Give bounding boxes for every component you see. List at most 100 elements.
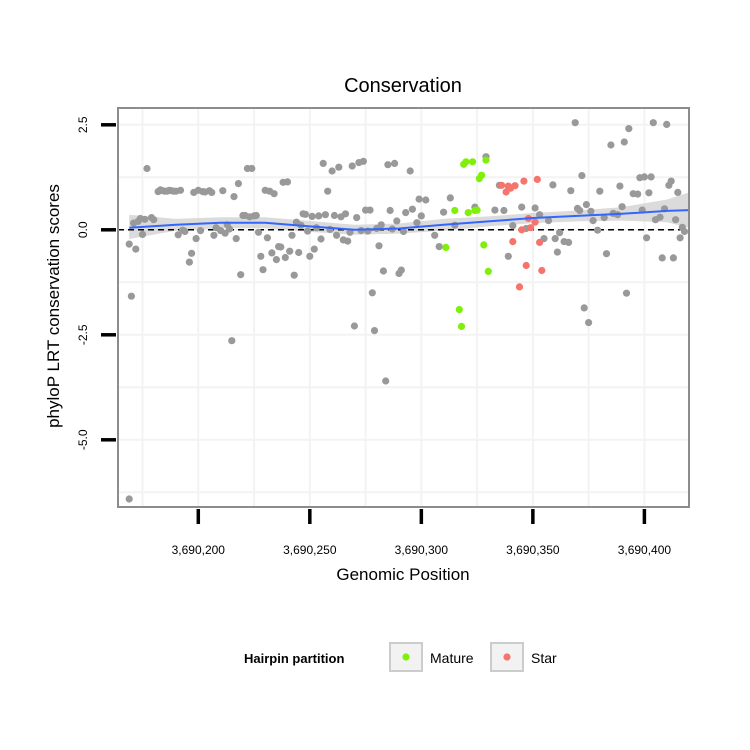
point-other (417, 212, 425, 220)
point-other (669, 254, 678, 262)
point-other (618, 203, 626, 211)
point-other (415, 195, 423, 203)
point-other (393, 217, 401, 225)
point-other (248, 164, 256, 173)
y-tick-label: 2.5 (76, 116, 90, 133)
point-mature (482, 156, 490, 164)
point-other (317, 235, 325, 243)
panel-gridlines (118, 108, 689, 507)
point-other (576, 206, 584, 215)
point-other (234, 180, 242, 188)
point-other (315, 212, 323, 220)
point-other (350, 322, 358, 330)
point-mature (484, 267, 492, 275)
point-other (580, 304, 588, 312)
point-other (150, 216, 158, 224)
point-other (286, 247, 294, 255)
point-other (553, 248, 562, 256)
y-tick-label: -2.5 (76, 324, 90, 345)
point-other (594, 226, 602, 234)
point-other (288, 231, 296, 239)
legend-marker-star (503, 653, 511, 661)
point-other (295, 248, 303, 257)
point-other (141, 215, 149, 223)
chart-title: Conservation (344, 75, 462, 97)
point-mature (462, 158, 470, 166)
point-other (549, 181, 557, 189)
point-other (181, 227, 189, 236)
point-other (422, 196, 430, 204)
point-star (498, 181, 506, 189)
point-other (125, 240, 133, 248)
point-other (254, 228, 263, 236)
point-other (232, 235, 240, 243)
point-other (330, 211, 338, 220)
point-other (308, 212, 316, 220)
point-other (370, 327, 379, 335)
point-other (353, 214, 361, 222)
point-other (188, 249, 196, 257)
point-other (384, 161, 392, 169)
point-mature (469, 158, 477, 166)
point-star (536, 238, 544, 246)
point-other (531, 204, 539, 212)
point-other (230, 193, 238, 201)
point-other (571, 119, 579, 127)
point-star (527, 224, 535, 232)
point-other (408, 205, 416, 213)
point-other (138, 230, 147, 238)
legend-marker-mature (402, 653, 410, 661)
point-other (375, 242, 383, 250)
point-other (518, 203, 526, 211)
point-other (551, 235, 559, 243)
point-other (348, 162, 356, 170)
point-other (333, 231, 341, 239)
point-other (268, 249, 276, 257)
point-other (620, 138, 628, 146)
point-other (656, 213, 664, 221)
point-other (277, 243, 285, 251)
point-star (520, 177, 528, 185)
point-other (565, 238, 573, 246)
point-other (237, 271, 245, 279)
point-star (522, 261, 530, 270)
point-other (663, 120, 671, 128)
point-other (451, 221, 459, 229)
axes: 3,690,200 3,690,250 3,690,300 3,690,350 3,69… (76, 116, 671, 557)
point-other (674, 188, 682, 196)
point-other (397, 266, 405, 274)
point-other (596, 187, 604, 195)
point-other (556, 229, 564, 237)
point-other (625, 125, 633, 133)
point-other (377, 221, 385, 229)
legend-label-mature: Mature (430, 650, 474, 666)
point-other (366, 206, 374, 214)
point-other (368, 289, 376, 297)
point-star (518, 226, 526, 234)
point-other (125, 495, 133, 503)
point-other (536, 211, 544, 219)
point-mature (464, 209, 472, 217)
point-star (509, 238, 517, 246)
point-other (587, 207, 595, 215)
data-points (125, 119, 689, 503)
x-tick-label: 3,690,250 (283, 543, 337, 557)
point-other (602, 250, 611, 258)
point-other (359, 157, 367, 165)
point-other (324, 187, 332, 195)
point-other (132, 245, 140, 253)
point-other (228, 337, 236, 345)
point-other (341, 210, 350, 218)
y-tick-label: -5.0 (76, 429, 90, 450)
point-other (304, 227, 312, 235)
point-other (406, 167, 414, 175)
point-other (391, 159, 399, 167)
point-other (259, 266, 267, 274)
point-other (491, 206, 499, 214)
point-other (310, 245, 318, 253)
point-other (335, 163, 343, 171)
point-other (386, 206, 394, 215)
plot-panel-border (117, 107, 690, 508)
point-other (431, 231, 439, 239)
point-other (509, 222, 517, 230)
